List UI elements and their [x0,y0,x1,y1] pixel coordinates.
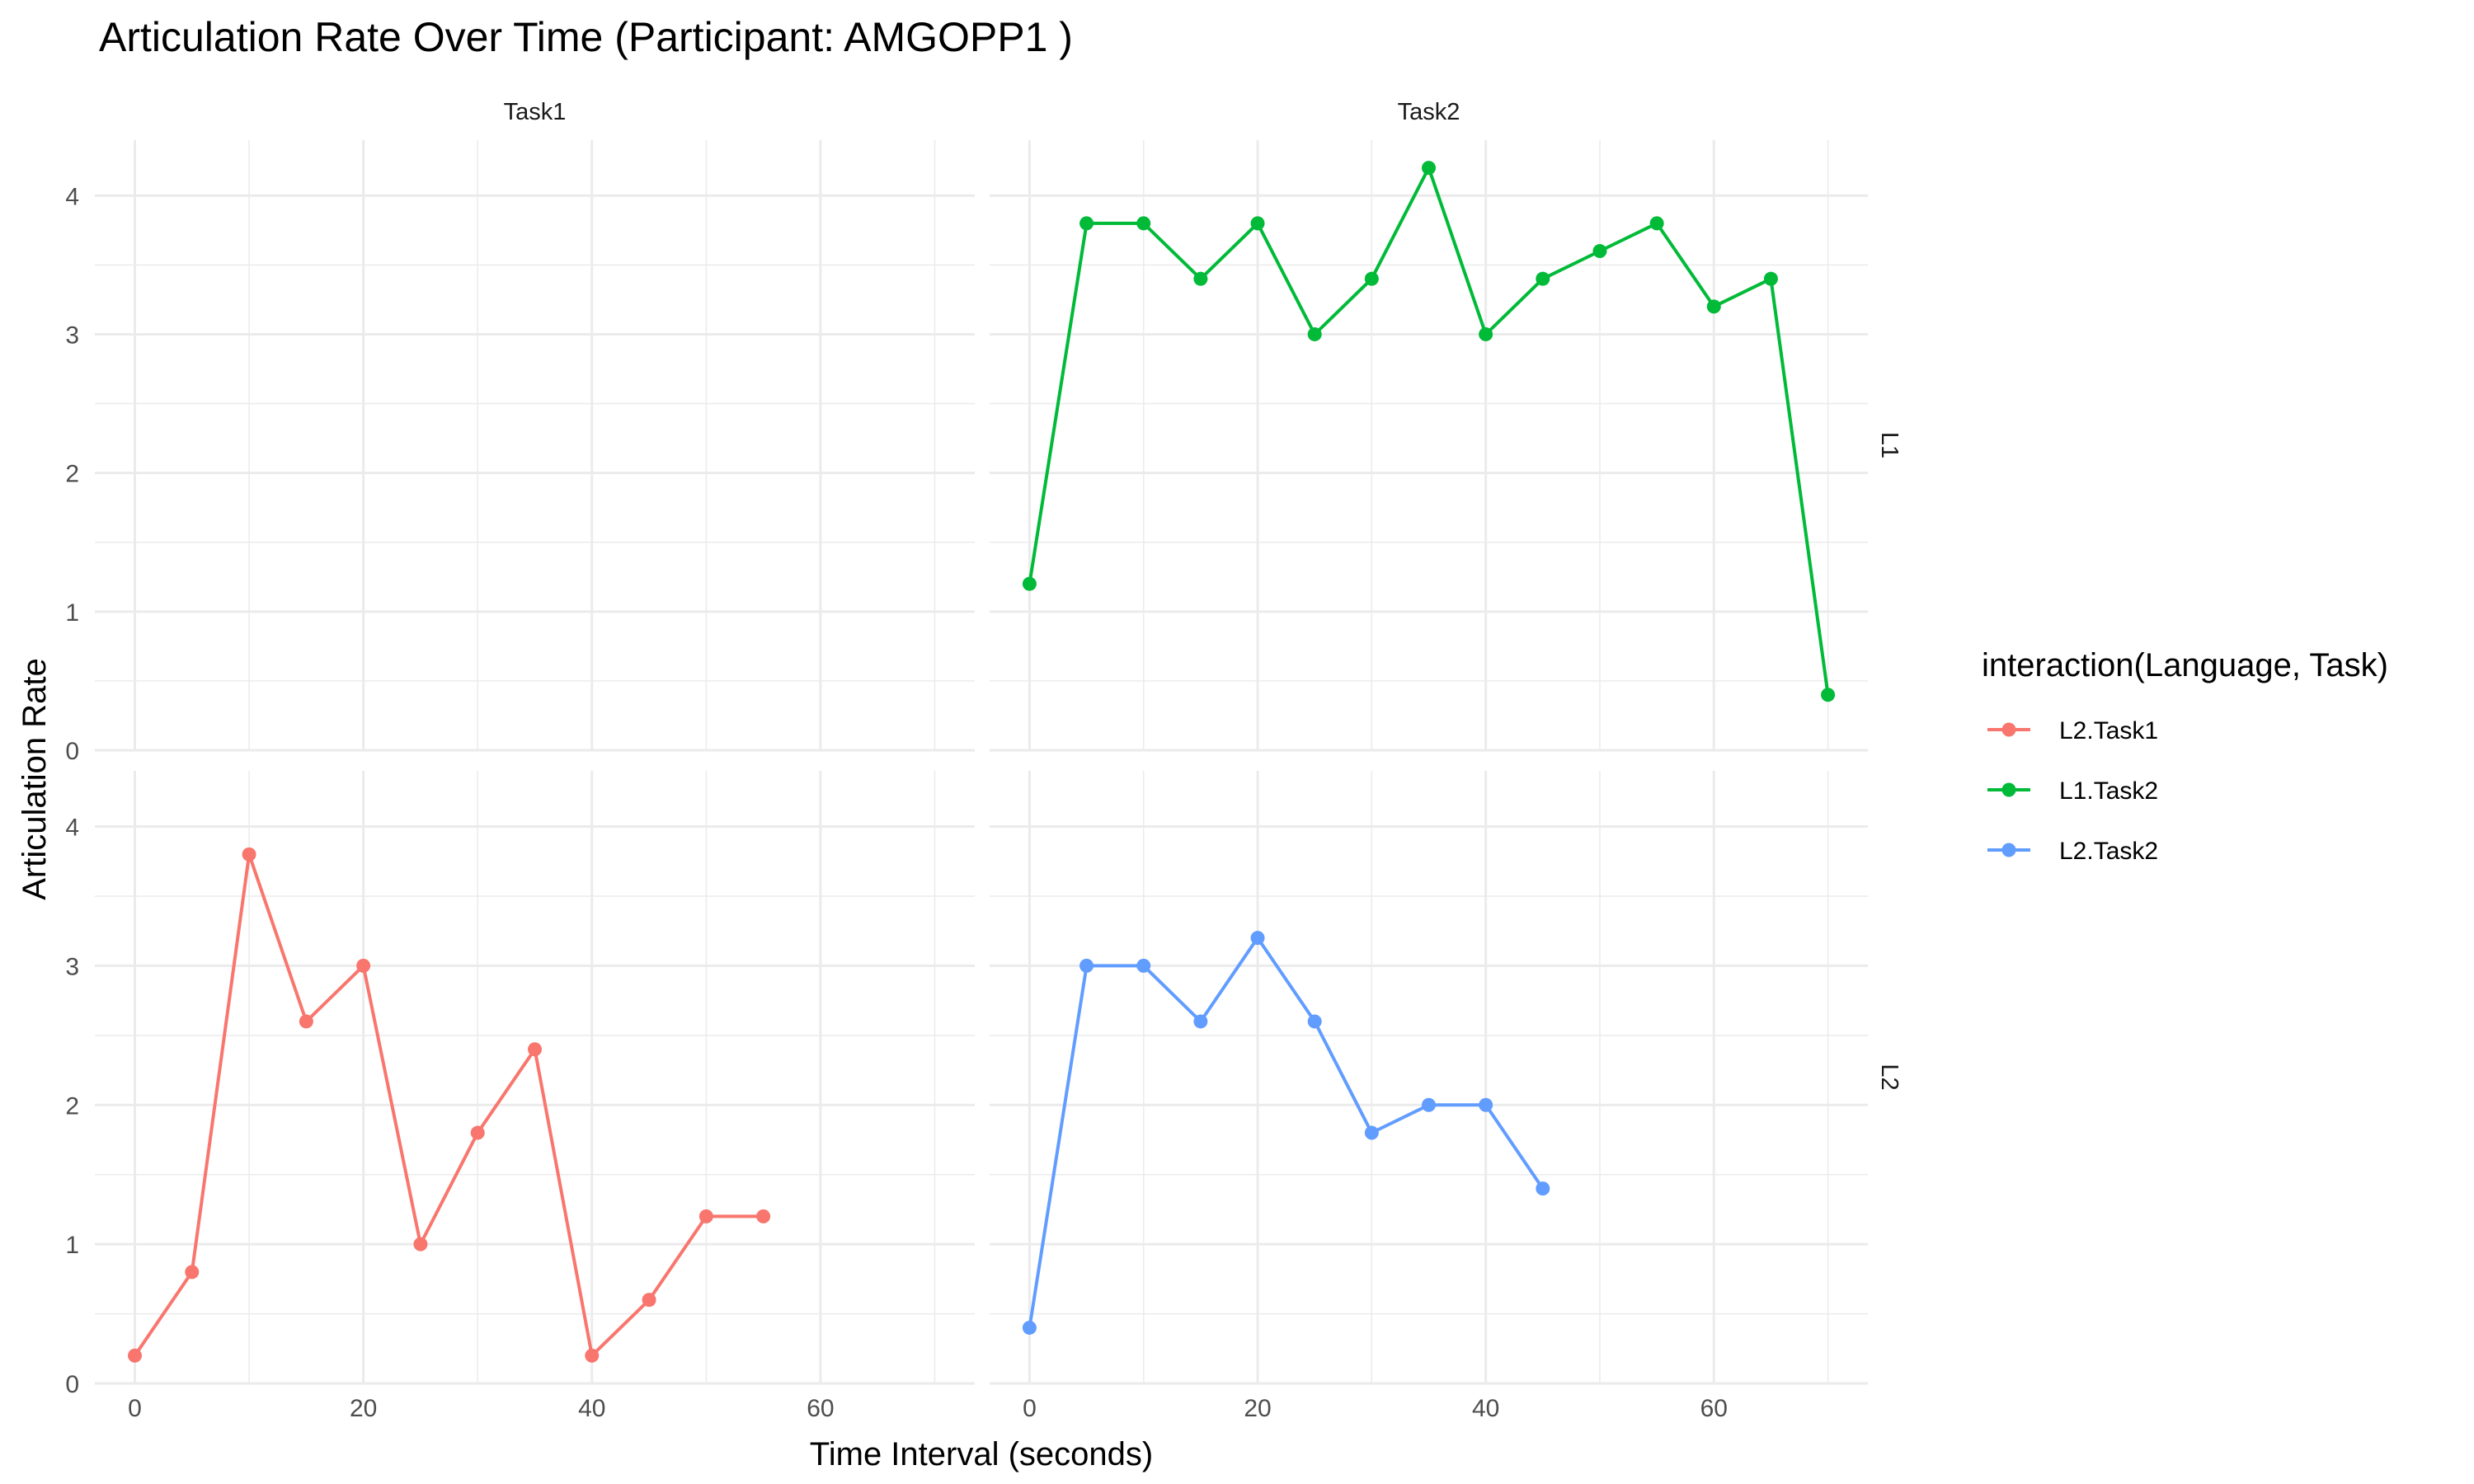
data-point [1136,216,1151,231]
data-point [1536,1181,1550,1196]
legend-title: interaction(Language, Task) [1982,647,2388,683]
y-tick-label: 4 [65,815,79,842]
y-tick-label: 3 [65,322,79,349]
series-l2-task1 [128,847,771,1363]
data-point [1821,688,1836,702]
data-point [1022,1320,1037,1335]
data-point [1536,271,1550,286]
data-point [1079,216,1094,231]
data-point [1193,271,1208,286]
y-tick-label: 1 [65,599,79,627]
facet-label-task2: Task2 [1398,99,1460,125]
data-point [756,1209,771,1223]
x-axis-label: Time Interval (seconds) [810,1436,1153,1472]
data-point [299,1014,313,1029]
facet-label-l1: L1 [1876,432,1903,458]
data-point [1250,216,1265,231]
facet-label-task1: Task1 [504,99,567,125]
data-point [1079,958,1094,973]
data-point [1592,244,1607,259]
y-tick-label: 1 [65,1232,79,1259]
chart-title: Articulation Rate Over Time (Participant… [99,14,1073,60]
x-tick-label: 60 [1700,1395,1728,1422]
data-point [1136,958,1151,973]
x-tick-label: 20 [350,1395,377,1422]
data-point [1364,1125,1379,1140]
data-point [1307,1014,1322,1029]
data-point [528,1042,542,1057]
data-point [470,1125,485,1140]
data-point [1250,931,1265,946]
legend-item-l1-task2: L1.Task2 [1987,777,2158,805]
legend-label: L2.Task2 [2059,838,2158,865]
data-point [242,847,256,862]
x-tick-label: 20 [1244,1395,1271,1422]
data-point [1307,326,1322,341]
series-line-l2-task2 [1028,936,1545,1328]
data-point [356,958,371,973]
y-tick-label: 2 [65,1092,79,1120]
data-point [185,1265,200,1280]
data-point [1706,299,1721,314]
data-point [1479,326,1493,341]
data-point [1479,1097,1493,1112]
legend-item-l2-task2: L2.Task2 [1987,838,2158,865]
data-point [1422,1097,1436,1112]
x-tick-label: 60 [807,1395,834,1422]
series-l1-task2 [1022,161,1836,702]
y-tick-label: 0 [65,1371,79,1398]
y-tick-label: 4 [65,183,79,210]
legend-label: L2.Task1 [2059,717,2158,744]
data-point [698,1209,713,1223]
y-axis-label: Articulation Rate [16,658,53,899]
data-point [1422,161,1436,176]
panel-l2-task1 [95,771,975,1385]
legend-key-point [2001,843,2016,857]
legend: interaction(Language, Task) L2.Task1 L1.T… [1982,647,2388,865]
y-tick-label: 0 [65,738,79,765]
x-tick-label: 40 [578,1395,605,1422]
legend-item-l2-task1: L2.Task1 [1987,717,2158,744]
series-line-l1-task2 [1028,166,1830,695]
facet-label-l2: L2 [1876,1064,1903,1090]
x-tick-label: 0 [128,1395,142,1422]
legend-key-point [2001,722,2016,737]
x-tick-label: 40 [1472,1395,1499,1422]
panel-l1-task2 [990,140,1868,752]
y-tick-label: 3 [65,953,79,980]
series-line-l2-task1 [133,852,764,1358]
data-point [128,1348,142,1363]
legend-label: L1.Task2 [2059,777,2158,805]
x-tick-label: 0 [1023,1395,1037,1422]
data-point [585,1348,600,1363]
panel-l1-task1 [95,140,975,752]
data-point [1763,271,1778,286]
data-point [1649,216,1664,231]
data-point [413,1237,428,1252]
data-point [1193,1014,1208,1029]
series-l2-task2 [1022,931,1550,1335]
data-point [1364,271,1379,286]
y-tick-label: 2 [65,461,79,488]
panel-l2-task2 [990,771,1868,1385]
data-point [1022,576,1037,591]
data-point [642,1293,656,1308]
legend-key-point [2001,782,2016,797]
